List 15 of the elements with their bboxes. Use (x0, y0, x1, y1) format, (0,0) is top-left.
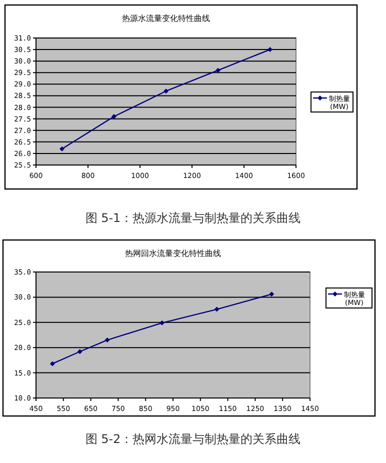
point (269, 292, 274, 297)
point (77, 349, 82, 354)
point (50, 361, 55, 366)
point (112, 114, 116, 120)
point (160, 320, 165, 326)
caption: 图 5-2：热网水流量与制热量的关系曲线 (85, 432, 301, 446)
point (104, 338, 110, 343)
chart-title: 热源水流量变化特性曲线 (122, 14, 210, 23)
point (216, 68, 220, 73)
point (214, 306, 220, 312)
chart-title: 热网回水流量变化特性曲线 (125, 249, 221, 258)
point (60, 146, 64, 152)
caption: 图 5-1：热源水流量与制热量的关系曲线 (85, 211, 301, 225)
point (164, 88, 168, 94)
point (268, 47, 272, 52)
